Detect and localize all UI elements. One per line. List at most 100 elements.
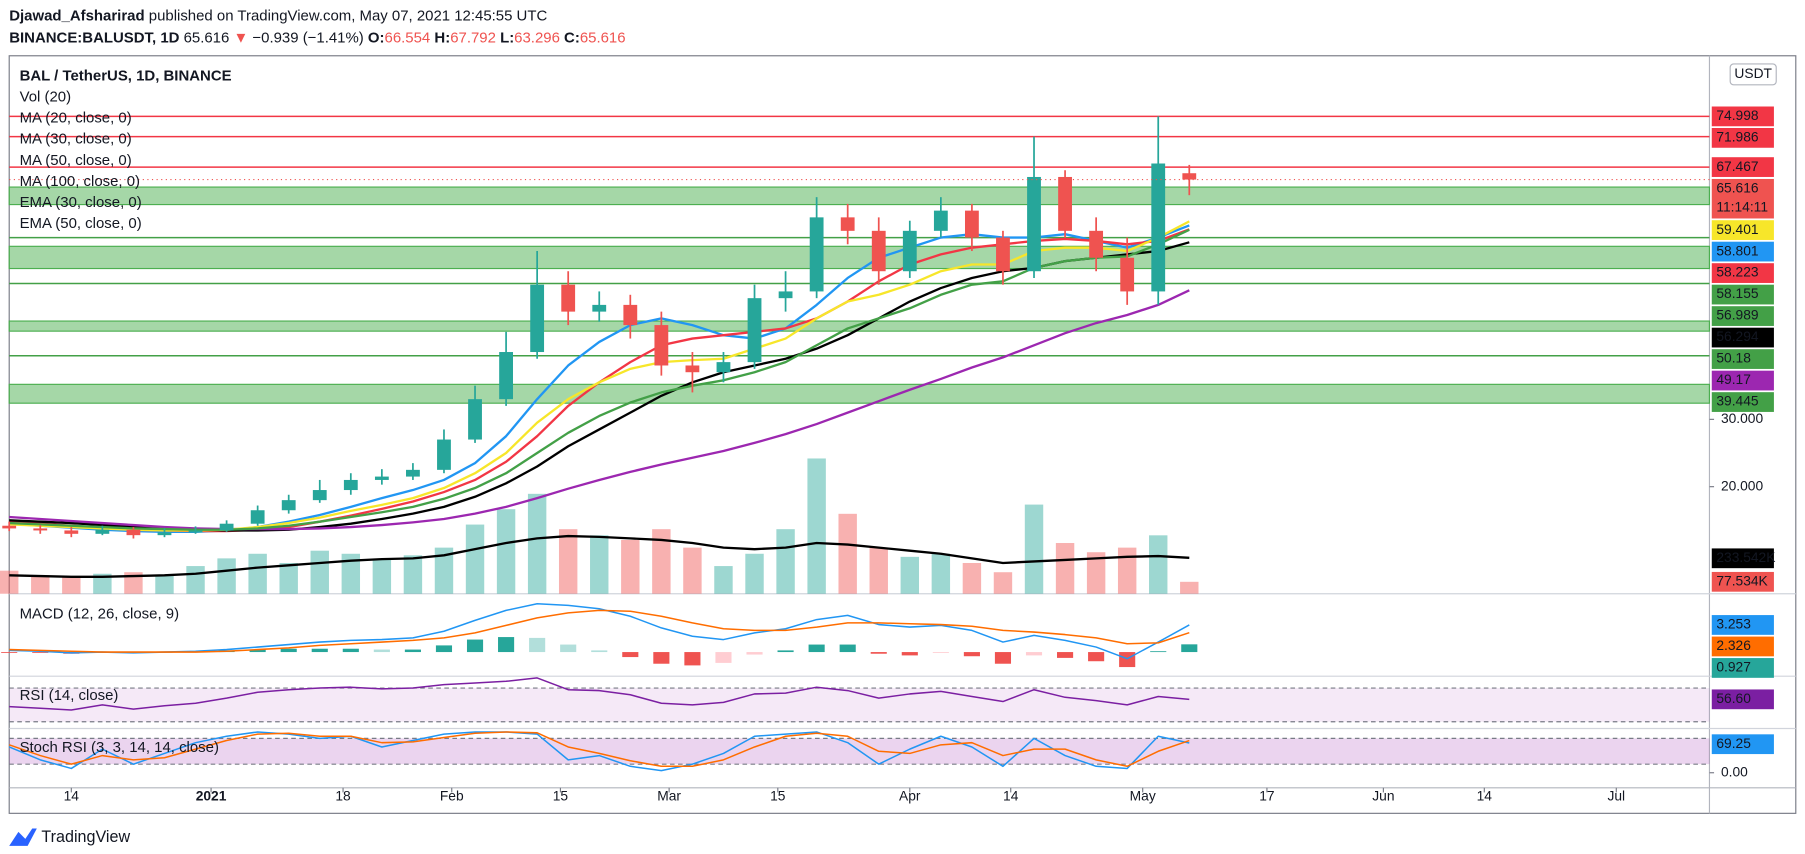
support-zone xyxy=(8,186,1711,206)
price-label: 56.989 xyxy=(1716,307,1758,323)
price-label: 58.801 xyxy=(1716,242,1758,258)
price-label-bg xyxy=(1711,241,1774,262)
macd-histogram-bar xyxy=(870,652,887,654)
candle-body xyxy=(530,284,545,353)
candle-body xyxy=(2,525,17,529)
author: Djawad_Afsharirad xyxy=(9,7,144,24)
brand: TradingView xyxy=(41,828,130,846)
down-arrow: ▼ xyxy=(233,29,248,46)
candle-body xyxy=(623,304,638,326)
x-tick-label: 18 xyxy=(335,788,351,804)
volume-bar xyxy=(279,562,298,594)
candle-body xyxy=(374,476,389,480)
candle-body xyxy=(933,210,948,231)
countdown: 11:14:11 xyxy=(1716,199,1768,215)
volume-bar xyxy=(652,529,671,594)
price-label: 74.998 xyxy=(1716,107,1758,123)
price-label: 49.17 xyxy=(1716,371,1751,387)
currency[interactable]: USDT xyxy=(1734,65,1772,81)
price-label-bg xyxy=(1711,636,1774,657)
macd-histogram-bar xyxy=(839,644,856,653)
candle-body xyxy=(250,510,265,524)
x-tick-label: Apr xyxy=(899,788,921,804)
candle-body xyxy=(964,210,979,238)
y-tick-label: 0.00 xyxy=(1721,763,1748,779)
legend-series: MA (20, close, 0) xyxy=(20,109,132,126)
o-value: 66.554 xyxy=(385,29,431,46)
macd-histogram-bar xyxy=(622,652,639,658)
candle-body xyxy=(95,529,110,534)
macd-histogram-bar xyxy=(249,649,266,653)
support-zone xyxy=(8,320,1711,332)
volume-bar xyxy=(558,529,578,594)
y-tick-label: 20.000 xyxy=(1721,477,1763,493)
pane-title: Stoch RSI (3, 3, 14, 14, close) xyxy=(20,739,219,756)
price-label-bg xyxy=(1711,178,1774,219)
pane-title: MACD (12, 26, close, 9) xyxy=(20,606,179,623)
h-value: 67.792 xyxy=(450,29,496,46)
volume-bar xyxy=(217,558,236,594)
candle-body xyxy=(126,529,141,536)
x-tick-label: 14 xyxy=(1003,788,1019,804)
price-label-bg xyxy=(1711,306,1774,326)
price-label-bg xyxy=(1711,284,1774,305)
o-label: O: xyxy=(368,29,385,46)
price-label: 56.60 xyxy=(1716,690,1751,706)
brand-logo xyxy=(9,828,37,846)
x-tick-label: 17 xyxy=(1259,788,1275,804)
price-label-bg xyxy=(1711,327,1774,348)
currency-box[interactable] xyxy=(1729,63,1777,86)
moving-average xyxy=(9,228,1190,531)
l-value: 63.296 xyxy=(514,29,560,46)
rsi-line xyxy=(9,677,1190,711)
volume-bar xyxy=(714,566,733,594)
volume-bar xyxy=(962,562,982,594)
publish-line: Djawad_Afsharirad published on TradingVi… xyxy=(9,7,547,24)
candle-body xyxy=(33,528,48,531)
volume-bar xyxy=(496,509,516,594)
price-label-bg xyxy=(1711,392,1774,412)
volume-bar xyxy=(1055,543,1075,594)
macd-histogram-bar xyxy=(280,648,297,653)
l-label: L: xyxy=(500,29,514,46)
moving-average xyxy=(9,224,1190,533)
volume-bar xyxy=(31,575,50,594)
volume-bar xyxy=(434,547,454,594)
x-tick-label: 15 xyxy=(770,788,786,804)
candle-body xyxy=(996,237,1010,272)
macd-histogram-bar xyxy=(684,652,701,666)
volume-bar xyxy=(1086,552,1106,594)
price-label-bg xyxy=(1711,571,1774,592)
macd-histogram-bar xyxy=(311,648,328,653)
volume-bar xyxy=(776,529,795,594)
price-label-bg xyxy=(1711,128,1774,148)
candle-body xyxy=(188,530,203,533)
candle-body xyxy=(1182,173,1197,180)
candle-body xyxy=(499,352,513,400)
price-label: 0.927 xyxy=(1716,659,1751,675)
volume-bar xyxy=(683,547,702,594)
candle-body xyxy=(902,230,917,272)
price-label-bg xyxy=(1711,734,1774,755)
legend-series: MA (50, close, 0) xyxy=(20,152,132,169)
macd-histogram-bar xyxy=(1088,652,1105,662)
macd-histogram-bar xyxy=(498,637,515,653)
volume-bar xyxy=(62,576,81,594)
macd-histogram-bar xyxy=(1025,652,1043,656)
x-tick-label: 14 xyxy=(1477,788,1493,804)
macd-histogram-bar xyxy=(963,652,980,657)
price-label: 56.294 xyxy=(1716,328,1758,344)
price-label: 67.467 xyxy=(1716,158,1758,174)
candle-body xyxy=(437,439,451,470)
volume-bar xyxy=(155,575,174,594)
candle-body xyxy=(654,325,669,366)
volume-bar xyxy=(403,555,423,594)
candle-body xyxy=(64,530,79,534)
candle-body xyxy=(312,490,327,501)
volume-bar xyxy=(869,547,888,594)
signal-line xyxy=(9,609,1190,653)
x-tick-label: May xyxy=(1130,788,1156,804)
support-zone xyxy=(8,245,1711,270)
candle-body xyxy=(1058,176,1072,231)
